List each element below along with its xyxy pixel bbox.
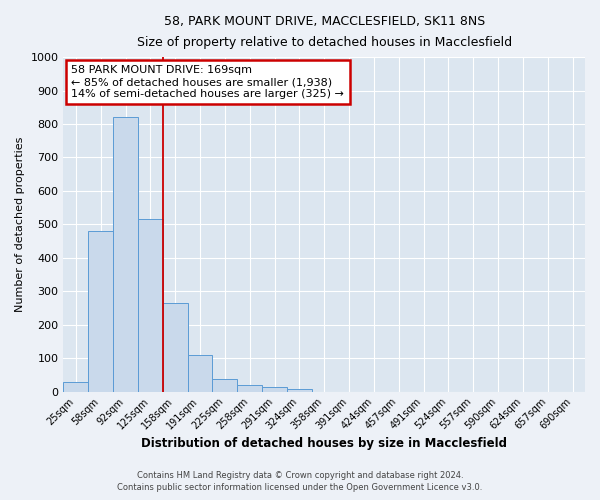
Bar	[188, 355, 212, 392]
Bar	[138, 220, 163, 392]
Bar	[113, 118, 138, 392]
Text: 58 PARK MOUNT DRIVE: 169sqm
← 85% of detached houses are smaller (1,938)
14% of : 58 PARK MOUNT DRIVE: 169sqm ← 85% of det…	[71, 66, 344, 98]
Bar	[64, 382, 88, 392]
Bar	[262, 387, 287, 392]
Bar	[237, 385, 262, 392]
Y-axis label: Number of detached properties: Number of detached properties	[15, 136, 25, 312]
X-axis label: Distribution of detached houses by size in Macclesfield: Distribution of detached houses by size …	[141, 437, 507, 450]
Bar	[163, 303, 188, 392]
Bar	[287, 389, 312, 392]
Text: Contains HM Land Registry data © Crown copyright and database right 2024.
Contai: Contains HM Land Registry data © Crown c…	[118, 471, 482, 492]
Bar	[88, 231, 113, 392]
Title: 58, PARK MOUNT DRIVE, MACCLESFIELD, SK11 8NS
Size of property relative to detach: 58, PARK MOUNT DRIVE, MACCLESFIELD, SK11…	[137, 15, 512, 49]
Bar	[212, 379, 237, 392]
